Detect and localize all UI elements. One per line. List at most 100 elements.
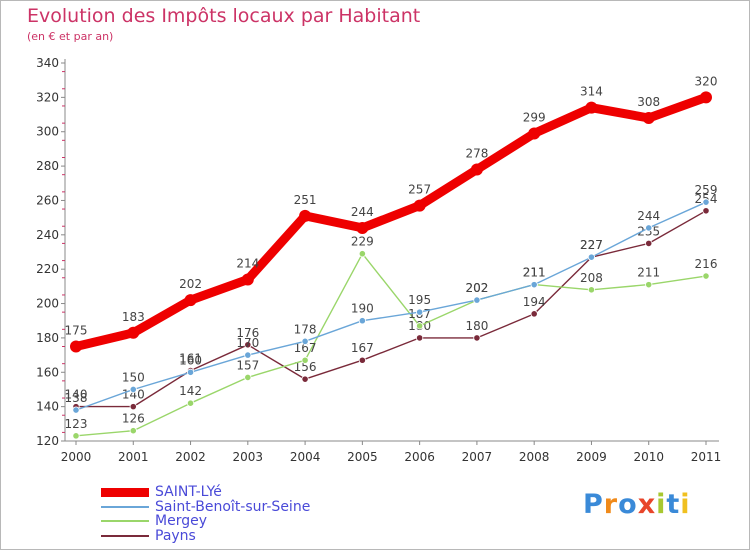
- data-point: [473, 296, 481, 304]
- data-label: 227: [580, 238, 603, 252]
- y-tick-label: 220: [36, 262, 59, 276]
- y-tick-label: 120: [36, 434, 59, 448]
- data-label: 202: [179, 277, 202, 291]
- data-point: [358, 356, 366, 364]
- x-tick-label: 2011: [691, 450, 722, 464]
- x-tick-label: 2003: [233, 450, 264, 464]
- data-label: 211: [637, 266, 660, 280]
- data-point: [528, 127, 541, 140]
- y-tick-label: 200: [36, 297, 59, 311]
- y-tick-label: 300: [36, 125, 59, 139]
- data-label: 299: [523, 110, 546, 124]
- data-label: 216: [695, 257, 718, 271]
- data-label: 142: [179, 384, 202, 398]
- legend-label-payns: Payns: [155, 527, 196, 544]
- data-label: 176: [236, 326, 259, 340]
- data-point: [184, 294, 197, 307]
- data-point: [416, 308, 424, 316]
- data-point: [358, 317, 366, 325]
- data-point: [244, 341, 252, 349]
- legend-item-saint-benoit: Saint-Benoît-sur-Seine: [101, 500, 310, 515]
- data-label: 167: [351, 341, 374, 355]
- y-tick-label: 260: [36, 193, 59, 207]
- y-tick-label: 140: [36, 400, 59, 414]
- data-label: 156: [294, 360, 317, 374]
- x-tick-label: 2009: [576, 450, 607, 464]
- data-label: 211: [523, 266, 546, 280]
- data-label: 161: [179, 352, 202, 366]
- data-label: 202: [465, 281, 488, 295]
- data-point: [186, 368, 195, 376]
- data-label: 229: [351, 235, 374, 249]
- data-point: [244, 351, 252, 359]
- data-point: [645, 239, 653, 248]
- data-label: 211: [523, 266, 546, 280]
- data-point: [416, 334, 424, 342]
- data-label: 214: [236, 256, 259, 270]
- data-point: [186, 399, 195, 407]
- data-label: 180: [465, 319, 488, 333]
- data-label: 314: [580, 85, 603, 99]
- y-tick-label: 320: [36, 90, 59, 104]
- y-tick-label: 240: [36, 228, 59, 242]
- data-point: [301, 337, 309, 345]
- data-point: [301, 356, 309, 364]
- data-point: [356, 221, 369, 234]
- data-label: 244: [637, 209, 660, 223]
- chart-title: Evolution des Impôts locaux par Habitant: [27, 5, 421, 27]
- legend-swatch-payns: [101, 534, 149, 537]
- data-label: 167: [294, 341, 317, 355]
- data-point: [473, 334, 481, 342]
- y-tick-label: 340: [36, 56, 59, 70]
- series-line-1: [75, 201, 707, 411]
- data-label: 308: [637, 95, 660, 109]
- data-label: 259: [695, 183, 718, 197]
- data-point: [72, 406, 80, 414]
- data-label: 244: [351, 205, 374, 219]
- chart-subtitle: (en € et par an): [27, 30, 114, 43]
- y-tick-label: 280: [36, 159, 59, 173]
- data-label: 278: [465, 147, 488, 161]
- data-point: [702, 198, 710, 206]
- data-point: [127, 326, 140, 339]
- data-point: [470, 163, 483, 176]
- data-label: 251: [294, 193, 317, 207]
- legend-swatch-mergey: [101, 520, 149, 523]
- legend-item-mergey: Mergey: [101, 514, 310, 529]
- data-label: 202: [465, 281, 488, 295]
- data-point: [645, 281, 653, 289]
- data-point: [129, 403, 137, 411]
- data-label: 178: [294, 322, 317, 336]
- data-label: 320: [695, 74, 718, 88]
- data-label: 150: [122, 370, 145, 384]
- data-label: 140: [65, 388, 88, 402]
- data-point: [702, 207, 710, 215]
- chart-legend: SAINT-LYé Saint-Benoît-sur-Seine Mergey …: [101, 485, 310, 543]
- data-point: [700, 91, 712, 104]
- data-point: [645, 224, 653, 232]
- data-label: 190: [351, 302, 374, 316]
- data-label: 227: [580, 238, 603, 252]
- series-line-0: [71, 92, 711, 351]
- data-point: [587, 286, 596, 294]
- x-tick-label: 2007: [462, 450, 493, 464]
- data-point: [642, 111, 655, 124]
- legend-label-mergey: Mergey: [155, 513, 207, 530]
- legend-label-saint-benoit: Saint-Benoît-sur-Seine: [155, 498, 311, 515]
- data-point: [416, 322, 424, 330]
- legend-label-saint-lye: SAINT-LYé: [155, 484, 222, 501]
- x-tick-label: 2005: [347, 450, 378, 464]
- data-point: [241, 273, 254, 286]
- data-point: [702, 272, 710, 280]
- data-point: [72, 432, 80, 440]
- data-point: [129, 427, 137, 435]
- data-label: 175: [65, 324, 88, 338]
- data-label: 170: [236, 336, 259, 350]
- data-label: 123: [65, 417, 88, 431]
- data-label: 194: [523, 295, 546, 309]
- x-tick-label: 2001: [118, 450, 149, 464]
- legend-item-payns: Payns: [101, 529, 310, 544]
- data-point: [585, 101, 598, 114]
